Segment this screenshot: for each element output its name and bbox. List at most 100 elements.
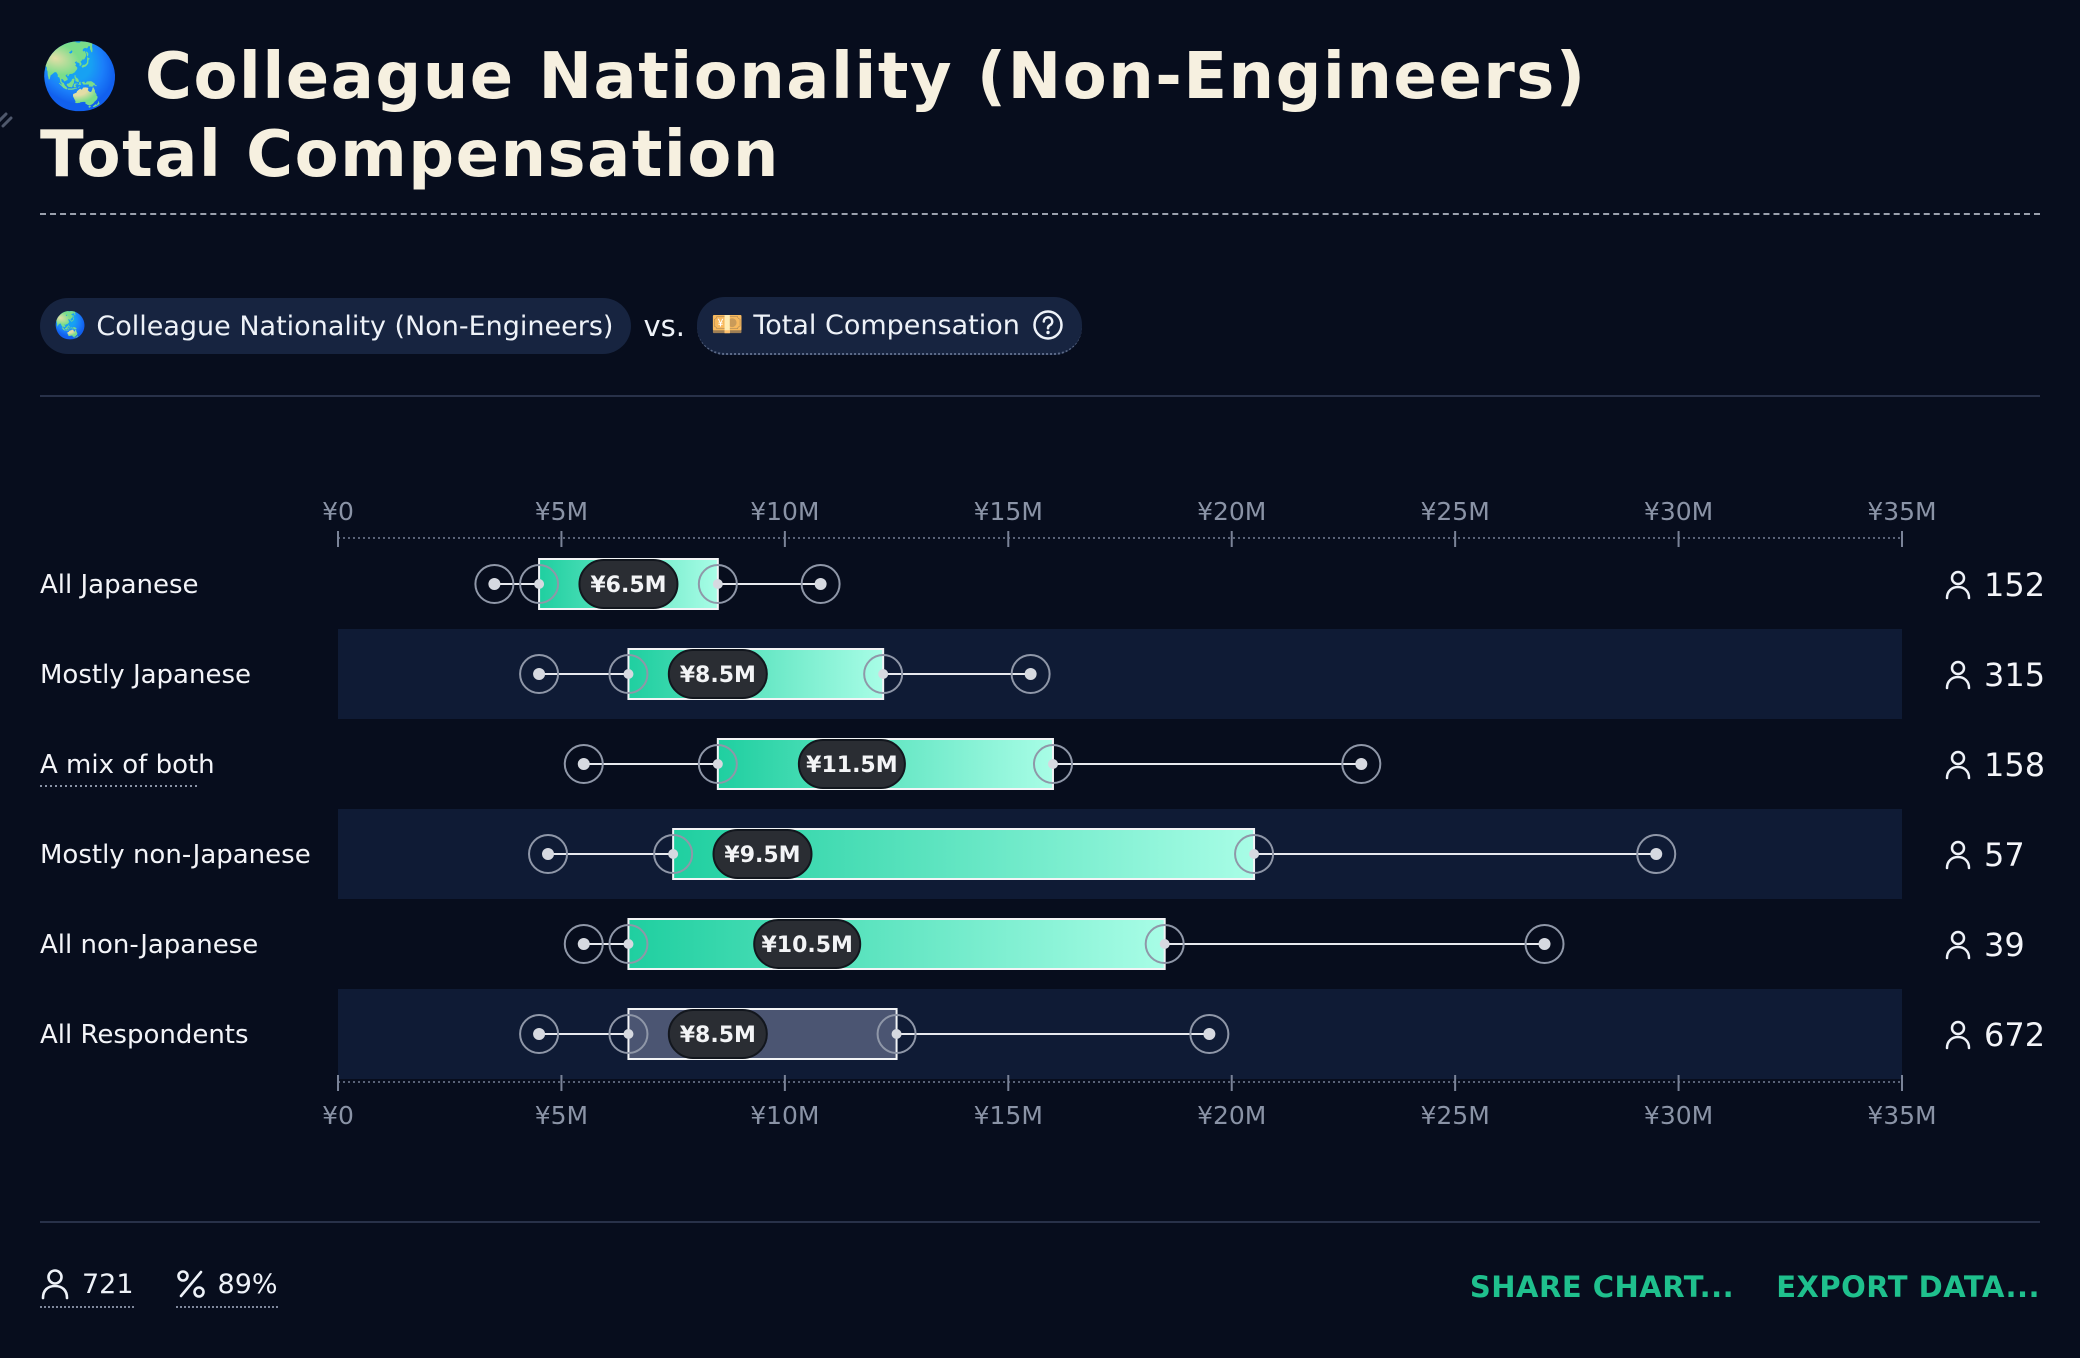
person-icon	[1950, 1020, 1966, 1036]
page-title-text: Colleague Nationality (Non-Engineers) To…	[40, 40, 1587, 192]
row-label[interactable]: All non-Japanese	[40, 930, 258, 960]
top-axis-tick-label: ¥15M	[974, 497, 1043, 526]
chart-actions: SHARE CHART... EXPORT DATA...	[1428, 1270, 2040, 1304]
comparison-selectors: 🌏 Colleague Nationality (Non-Engineers) …	[40, 297, 1082, 355]
row-count-value: 152	[1984, 566, 2045, 604]
respondents-count: 721	[82, 1268, 134, 1300]
row-count-value: 39	[1984, 926, 2025, 964]
whisker-high-marker	[1010, 654, 1051, 694]
footer-divider	[40, 1221, 2040, 1223]
person-icon-body	[1945, 1035, 1971, 1050]
row-count	[1945, 930, 1971, 960]
whisker-low-marker	[528, 834, 569, 874]
q3-point	[1249, 849, 1260, 859]
respondents-stat[interactable]: 721	[40, 1268, 134, 1308]
row-count-value: 315	[1984, 656, 2045, 694]
q3-marker	[876, 1014, 917, 1054]
metric-selector[interactable]: 💴 Total Compensation	[696, 297, 1082, 355]
row-label[interactable]: Mostly Japanese	[40, 660, 251, 690]
bottom-axis-tick-label: ¥20M	[1197, 1101, 1266, 1130]
row-count-value: 158	[1984, 746, 2045, 784]
median-pill[interactable]	[753, 919, 862, 969]
title-divider	[40, 213, 2040, 215]
q3-point	[1159, 939, 1170, 949]
q1-point	[623, 1029, 634, 1039]
whisker-high-marker	[1524, 924, 1565, 964]
q3-marker	[1144, 924, 1185, 964]
median-label: ¥9.5M	[724, 843, 800, 868]
median-pill[interactable]	[667, 649, 768, 699]
percent-icon	[176, 1270, 205, 1298]
row-label[interactable]: All Japanese	[40, 570, 199, 600]
link-icon[interactable]	[0, 102, 24, 132]
whisker-high-point	[1203, 1028, 1216, 1040]
row-label[interactable]: A mix of both	[40, 750, 215, 780]
top-axis-tick-label: ¥20M	[1197, 497, 1266, 526]
whisker-high-point	[1538, 938, 1551, 950]
person-icon	[1950, 840, 1966, 856]
row-count	[1945, 1020, 1971, 1050]
row-label[interactable]: Mostly non-Japanese	[40, 840, 311, 870]
globe-icon: 🌏	[54, 311, 87, 341]
q3-point	[1047, 759, 1058, 769]
share-chart-button[interactable]: SHARE CHART...	[1469, 1270, 1735, 1304]
person-icon	[1950, 570, 1966, 586]
bottom-axis-tick-label: ¥5M	[535, 1101, 588, 1130]
q3-point	[712, 579, 723, 589]
q3-marker	[1032, 744, 1073, 784]
median-pill[interactable]	[578, 559, 679, 609]
whisker-low-point	[488, 578, 501, 590]
whisker-high-marker	[1341, 744, 1382, 784]
top-axis-tick-label: ¥25M	[1420, 497, 1489, 526]
row-count	[1945, 750, 1971, 780]
q1-marker	[608, 1014, 649, 1054]
whisker-low-marker	[474, 564, 515, 604]
whisker-high-point	[814, 578, 827, 590]
median-pill[interactable]	[797, 739, 906, 789]
bottom-axis-tick-label: ¥30M	[1644, 1101, 1713, 1130]
median-label: ¥8.5M	[680, 663, 756, 688]
top-axis-tick-label: ¥35M	[1867, 497, 1936, 526]
bottom-axis-tick-label: ¥35M	[1867, 1101, 1936, 1130]
q1-marker	[697, 744, 738, 784]
whisker-low-point	[533, 668, 546, 680]
median-label: ¥8.5M	[680, 1023, 756, 1048]
whisker-high-marker	[1189, 1014, 1230, 1054]
q1-marker	[519, 564, 560, 604]
iqr-box[interactable]	[627, 918, 1166, 970]
q1-marker	[653, 834, 694, 874]
row-label[interactable]: All Respondents	[40, 1020, 249, 1050]
top-axis-tick-label: ¥30M	[1644, 497, 1713, 526]
whisker-low-point	[533, 1028, 546, 1040]
whisker-high-point	[1024, 668, 1037, 680]
row-count-value: 57	[1984, 836, 2025, 874]
median-pill[interactable]	[712, 829, 813, 879]
vs-label: vs.	[643, 309, 685, 343]
top-axis-tick-label: ¥5M	[535, 497, 588, 526]
top-axis-tick-label: ¥0	[322, 497, 354, 526]
help-icon[interactable]	[1032, 309, 1064, 341]
selector-divider	[40, 395, 2040, 397]
page-title: 🌏 Colleague Nationality (Non-Engineers) …	[40, 38, 1740, 194]
person-icon-body	[1945, 585, 1971, 600]
export-data-button[interactable]: EXPORT DATA...	[1776, 1270, 2040, 1304]
row-count-value: 672	[1984, 1016, 2045, 1054]
median-label: ¥11.5M	[806, 753, 897, 778]
q1-marker	[608, 654, 649, 694]
row-count	[1945, 570, 1971, 600]
whisker-low-point	[577, 938, 590, 950]
metric-selector-label: Total Compensation	[753, 309, 1020, 341]
percent-stat[interactable]: 89%	[175, 1268, 278, 1308]
compensation-boxplot-chart: ¥0 ¥5M ¥10M ¥15M ¥20M ¥25M ¥30M ¥35M ¥0 ¥5M ¥10M ¥1…	[40, 497, 2045, 1130]
top-axis-tick-label: ¥10M	[750, 497, 819, 526]
group-selector-label: Colleague Nationality (Non-Engineers)	[96, 310, 614, 342]
row-count	[1945, 660, 1971, 690]
whisker-high-marker	[1636, 834, 1677, 874]
person-icon-body	[1945, 765, 1971, 780]
group-selector[interactable]: 🌏 Colleague Nationality (Non-Engineers)	[40, 298, 632, 354]
percent-value: 89%	[217, 1268, 278, 1300]
q1-point	[712, 759, 723, 769]
whisker-high-point	[1650, 848, 1663, 860]
q3-marker	[1234, 834, 1275, 874]
median-pill[interactable]	[667, 1009, 768, 1059]
